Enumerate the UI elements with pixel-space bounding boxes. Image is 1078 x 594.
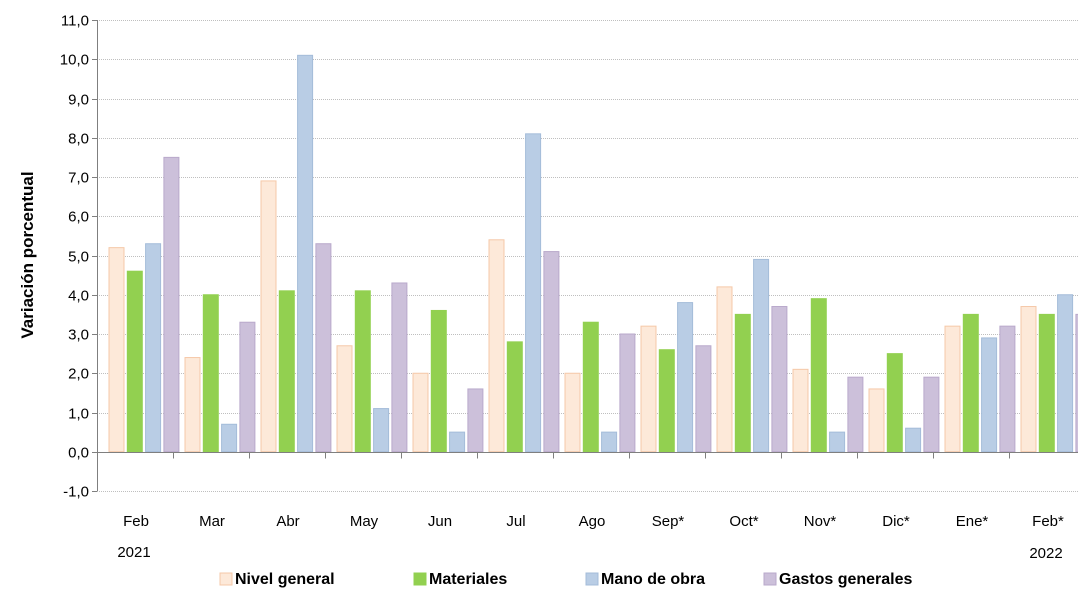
legend-label: Gastos generales [779, 571, 913, 588]
y-tick-label: 2,0 [68, 366, 89, 383]
x-tick-label: Oct* [729, 513, 758, 530]
axes [92, 20, 1078, 492]
bar [886, 353, 903, 453]
bar [582, 321, 599, 453]
bar [810, 298, 827, 453]
bar [543, 251, 560, 453]
y-tick-label: 4,0 [68, 288, 89, 305]
bar [695, 345, 712, 453]
bar [336, 345, 353, 453]
bar [145, 243, 162, 453]
y-tick-label: 3,0 [68, 327, 89, 344]
bar [640, 325, 657, 453]
legend-label: Nivel general [235, 571, 335, 588]
bar [905, 427, 922, 453]
bar [981, 337, 998, 453]
bar [184, 357, 201, 453]
bar [962, 313, 979, 453]
x-tick-label: Nov* [804, 513, 837, 530]
bar [868, 388, 885, 453]
bar [488, 239, 505, 453]
x-tick-label: Abr [276, 513, 299, 530]
legend-swatch [219, 572, 233, 586]
bar [1057, 294, 1074, 453]
bar [108, 247, 125, 453]
bar [564, 372, 581, 453]
bar [619, 333, 636, 453]
bar [771, 306, 788, 453]
bar [829, 431, 846, 453]
y-tick-label: 10,0 [60, 52, 89, 69]
bar [449, 431, 466, 453]
x-tick-label: May [350, 513, 379, 530]
bar [999, 325, 1016, 453]
x-tick-label: Sep* [652, 513, 685, 530]
bar [467, 388, 484, 453]
bar [677, 302, 694, 453]
bar [354, 290, 371, 453]
bar [260, 180, 277, 453]
bar [430, 309, 447, 453]
bar [1075, 313, 1078, 453]
bar [315, 243, 332, 453]
bar [506, 341, 523, 453]
bar [297, 54, 314, 453]
bar [391, 282, 408, 453]
y-tick-label: 9,0 [68, 92, 89, 109]
bar [658, 349, 675, 453]
bar [278, 290, 295, 453]
bar [163, 156, 180, 453]
bar [373, 408, 390, 453]
bar [792, 368, 809, 453]
bar [239, 321, 256, 453]
bar [601, 431, 618, 453]
x-tick-label: Jun [428, 513, 452, 530]
x-tick-label: Ene* [956, 513, 989, 530]
bar [1038, 313, 1055, 453]
bar [847, 376, 864, 453]
x-tick-label: Feb* [1032, 513, 1064, 530]
year-label-first: 2021 [117, 544, 150, 561]
bar [412, 372, 429, 453]
bar [944, 325, 961, 453]
bar [716, 286, 733, 453]
y-tick-label: 1,0 [68, 406, 89, 423]
bar [525, 133, 542, 453]
y-tick-label: 6,0 [68, 209, 89, 226]
bars [108, 54, 1078, 453]
tick-labels: -1,0 0,0 1,0 2,0 3,0 4,0 5,0 6,0 7,0 8,0 9,0 10,0 11… [60, 13, 1064, 531]
y-axis-label: Variación porcentual [18, 171, 37, 338]
x-tick-label: Feb [123, 513, 149, 530]
x-tick-label: Jul [506, 513, 525, 530]
y-tick-label: 5,0 [68, 249, 89, 266]
x-tick-label: Ago [579, 513, 606, 530]
bar [923, 376, 940, 453]
legend-label: Materiales [429, 571, 507, 588]
y-tick-label: 11,0 [61, 13, 89, 30]
legend-swatch [585, 572, 599, 586]
legend-label: Mano de obra [601, 571, 705, 588]
bar [734, 313, 751, 453]
legend-swatch [763, 572, 777, 586]
y-tick-label: 0,0 [68, 445, 89, 462]
legend: Nivel general Materiales Mano de obra Gasto… [219, 571, 913, 588]
bar [126, 270, 143, 453]
y-tick-label: 8,0 [68, 131, 89, 148]
legend-swatch [413, 572, 427, 586]
y-tick-label: -1,0 [63, 484, 89, 501]
x-tick-label: Dic* [882, 513, 910, 530]
bar [202, 294, 219, 453]
y-tick-label: 7,0 [68, 170, 89, 187]
year-label-last: 2022 [1029, 545, 1062, 562]
x-tick-label: Mar [199, 513, 225, 530]
bar [1020, 306, 1037, 453]
bar [753, 258, 770, 453]
bar [221, 423, 238, 453]
